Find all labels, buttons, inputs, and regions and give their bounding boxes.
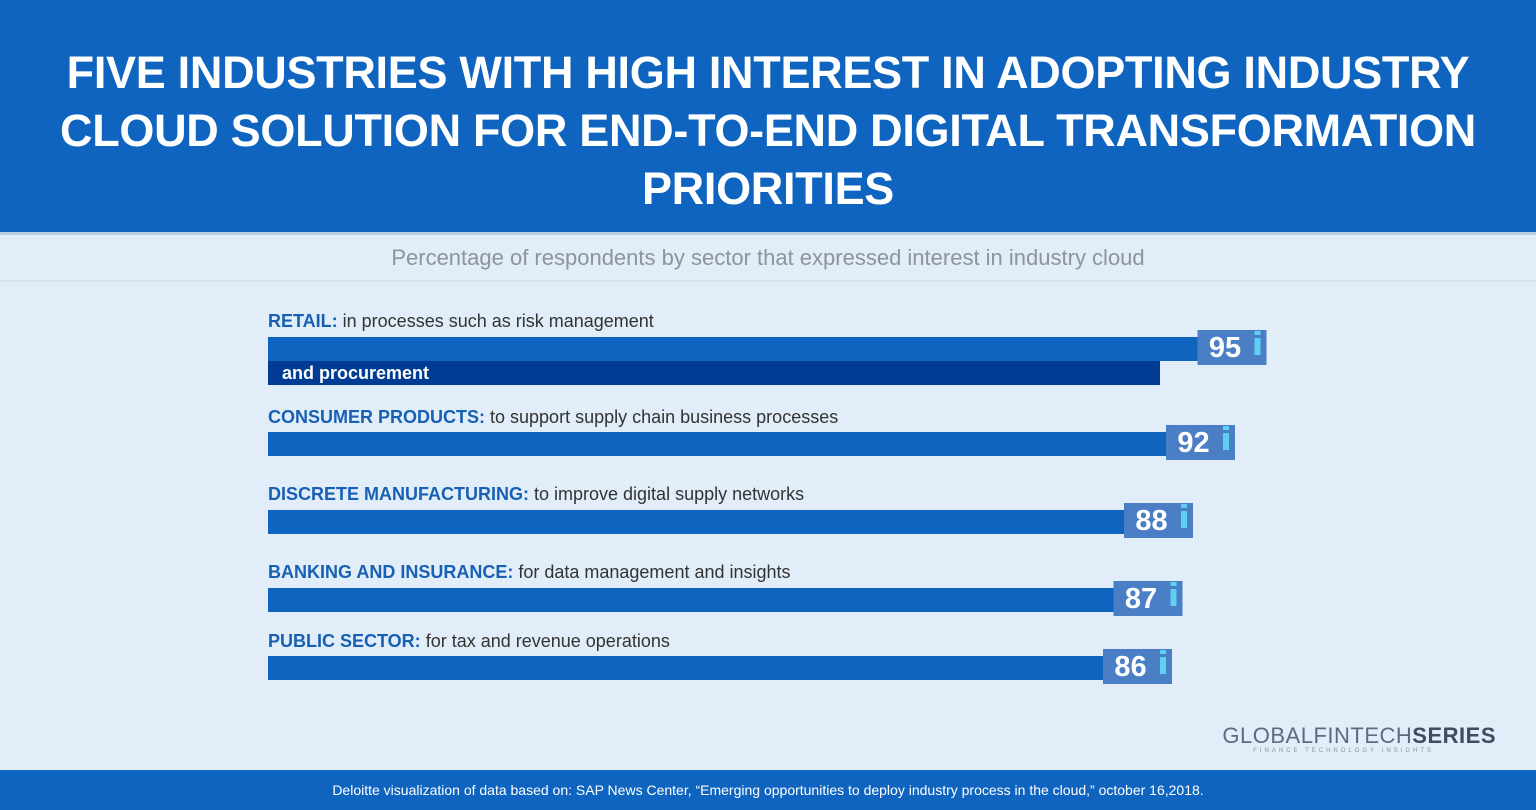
category-name: BANKING AND INSURANCE:: [268, 562, 513, 582]
value-label: 92: [1177, 427, 1209, 459]
value-label: 95: [1209, 332, 1241, 364]
description-continuation: and procurement: [282, 363, 429, 383]
category-name: PUBLIC SECTOR:: [268, 631, 421, 651]
value-box-accent: [1223, 426, 1229, 430]
bar: [268, 337, 1266, 361]
category-name: DISCRETE MANUFACTURING:: [268, 484, 529, 504]
category-description: to improve digital supply networks: [529, 484, 804, 504]
category-label: RETAIL: in processes such as risk manage…: [268, 311, 654, 331]
category-label: PUBLIC SECTOR: for tax and revenue opera…: [268, 631, 670, 651]
category-label: BANKING AND INSURANCE: for data manageme…: [268, 562, 791, 582]
value-label: 86: [1114, 651, 1146, 683]
value-box-accent: [1181, 511, 1187, 528]
footer-bar: Deloitte visualization of data based on:…: [0, 770, 1536, 810]
source-note: Deloitte visualization of data based on:…: [332, 782, 1204, 798]
category-label: DISCRETE MANUFACTURING: to improve digit…: [268, 484, 804, 504]
bar-chart: RETAIL: in processes such as risk manage…: [268, 311, 1267, 684]
bar: [268, 432, 1234, 456]
value-box-accent: [1254, 338, 1261, 355]
chart-subtitle: Percentage of respondents by sector that…: [391, 245, 1145, 270]
logo-tagline: FINANCE TECHNOLOGY INSIGHTS: [1253, 748, 1434, 754]
value-label: 88: [1135, 505, 1167, 537]
category-label: CONSUMER PRODUCTS: to support supply cha…: [268, 407, 838, 427]
category-description: for tax and revenue operations: [421, 631, 670, 651]
value-box-accent: [1170, 582, 1177, 586]
bar: [268, 656, 1171, 680]
header-divider: [0, 232, 1536, 235]
header-banner: Five Industries With High Interest In Ad…: [0, 0, 1536, 232]
page-title: Five Industries With High Interest In Ad…: [60, 47, 1476, 214]
value-box-accent: [1223, 433, 1229, 450]
logo-text-bold: SERIES: [1412, 723, 1496, 748]
value-label: 87: [1125, 583, 1157, 615]
category-name: CONSUMER PRODUCTS:: [268, 407, 485, 427]
value-box-accent: [1160, 657, 1166, 674]
description-continuation-strip: [268, 361, 1160, 385]
category-description: in processes such as risk management: [338, 311, 654, 331]
value-box-accent: [1254, 331, 1261, 335]
value-box-accent: [1181, 504, 1187, 508]
brand-logo: GLOBALFINTECHSERIES: [1222, 723, 1496, 749]
category-name: RETAIL:: [268, 311, 338, 331]
value-box-accent: [1170, 589, 1177, 606]
value-box-accent: [1160, 650, 1166, 654]
bar: [268, 510, 1192, 534]
subtitle-divider: [0, 280, 1536, 282]
logo-text-regular: GLOBALFINTECH: [1222, 723, 1413, 748]
category-description: for data management and insights: [513, 562, 790, 582]
bar: [268, 588, 1182, 612]
category-description: to support supply chain business process…: [485, 407, 838, 427]
